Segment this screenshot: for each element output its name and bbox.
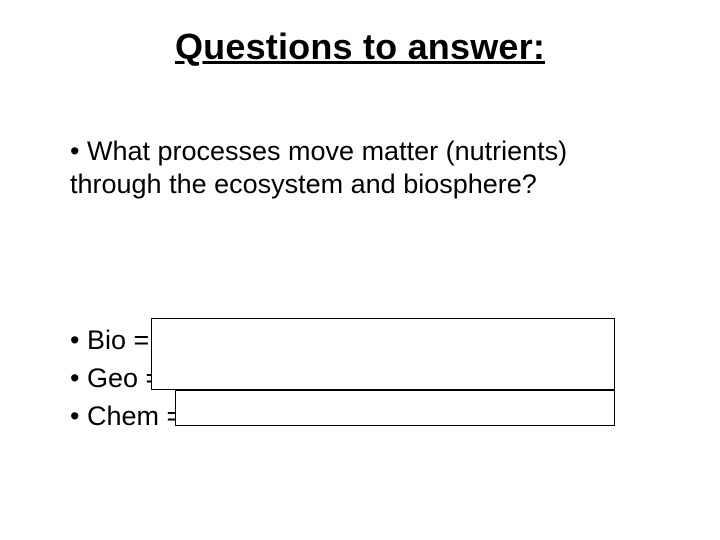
slide: Questions to answer: • What processes mo… (0, 0, 720, 540)
mask-box-2 (175, 390, 615, 426)
bullet-marker: • (70, 401, 87, 431)
bullet-marker: • (70, 363, 87, 393)
mask-box-1 (151, 318, 615, 390)
bullet-marker: • (70, 325, 87, 355)
def-chem: • Chem = (70, 398, 182, 436)
def-bio-label: Bio = (87, 325, 149, 355)
question-bullet: • What processes move matter (nutrients)… (70, 135, 650, 201)
question-text: What processes move matter (nutrients) t… (70, 136, 567, 199)
def-chem-label: Chem = (87, 401, 182, 431)
slide-body: • What processes move matter (nutrients)… (70, 135, 650, 201)
bullet-marker: • (70, 136, 87, 166)
slide-title: Questions to answer: (0, 26, 720, 68)
